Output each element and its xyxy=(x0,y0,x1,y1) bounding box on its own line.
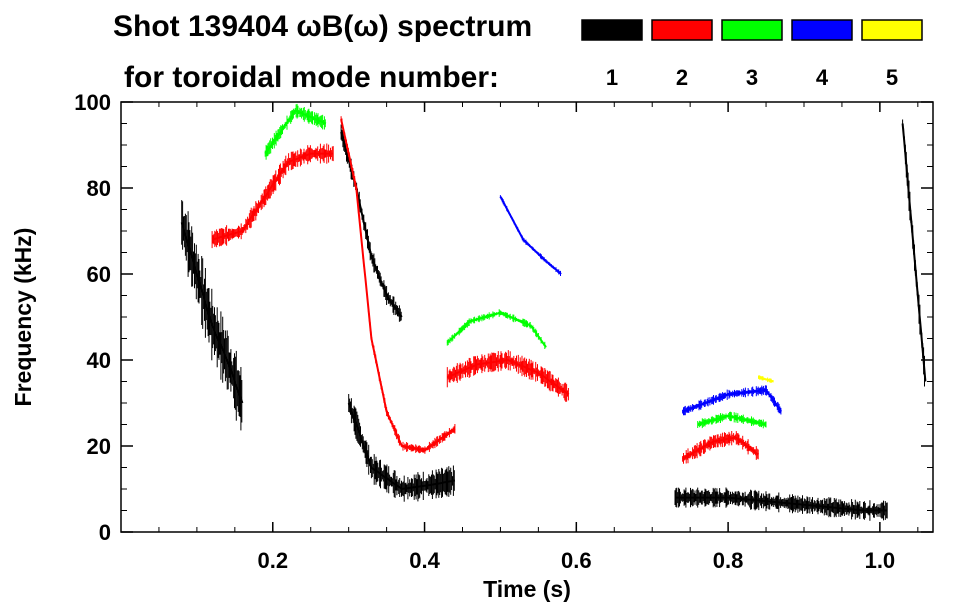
plot-frame xyxy=(120,101,934,533)
y-tick-label: 100 xyxy=(74,90,111,115)
series-n=3 xyxy=(264,103,767,429)
chart-title: Shot 139404 ωB(ω) spectrum for toroidal … xyxy=(113,10,532,94)
trace-line xyxy=(499,196,562,275)
axes: 0.2 0.4 0.6 0.8 1.0 0 20 40 60 80 100 xyxy=(74,90,933,573)
trace-n=3-0 xyxy=(264,103,327,160)
trace-n=1-3 xyxy=(674,487,888,521)
legend-swatch-mode-2 xyxy=(651,19,713,41)
trace-n=1-4 xyxy=(901,119,927,387)
legend-swatch-mode-3 xyxy=(721,19,783,41)
trace-n=1-1 xyxy=(347,394,456,502)
trace-n=1-0 xyxy=(180,200,244,431)
y-tick-label: 80 xyxy=(87,176,111,201)
plot-border xyxy=(120,101,934,533)
trace-n=2-0 xyxy=(211,143,334,249)
legend-label-mode-2: 2 xyxy=(676,65,688,90)
legend-swatch-mode-1 xyxy=(581,19,643,41)
x-tick-label: 0.4 xyxy=(409,548,440,573)
trace-n=4-1 xyxy=(682,385,783,416)
title-line-1: Shot 139404 ωB(ω) spectrum xyxy=(113,10,532,43)
x-axis-label: Time (s) xyxy=(483,576,571,602)
x-tick-label: 1.0 xyxy=(865,548,896,573)
trace-line xyxy=(211,152,334,241)
trace-n=2-1 xyxy=(340,116,456,454)
legend-label-mode-5: 5 xyxy=(886,65,898,90)
y-tick-label: 20 xyxy=(87,434,111,459)
spectrogram-marks xyxy=(180,103,927,521)
mode-legend: 1 2 3 4 5 xyxy=(581,19,923,90)
legend-label-mode-4: 4 xyxy=(816,65,829,90)
legend-swatch-mode-4 xyxy=(791,19,853,41)
series-n=4 xyxy=(499,195,783,416)
trace-n=2-2 xyxy=(446,350,570,402)
y-axis-label: Frequency (kHz) xyxy=(10,228,36,407)
legend-label-mode-1: 1 xyxy=(606,65,618,90)
legend-swatch-mode-5 xyxy=(861,19,923,41)
legend-label-mode-3: 3 xyxy=(746,65,758,90)
y-tick-label: 0 xyxy=(99,520,111,545)
series-n=5 xyxy=(758,375,774,383)
trace-n=2-3 xyxy=(682,431,760,464)
title-line-2: for toroidal mode number: xyxy=(124,61,499,94)
x-tick-label: 0.8 xyxy=(713,548,744,573)
trace-n=5-0 xyxy=(758,375,774,383)
series-n=1 xyxy=(180,119,927,521)
x-tick-label: 0.6 xyxy=(561,548,592,573)
trace-n=1-2 xyxy=(340,124,403,322)
x-tick-label: 0.2 xyxy=(257,548,288,573)
y-tick-label: 40 xyxy=(87,348,111,373)
trace-n=3-2 xyxy=(697,411,767,429)
y-tick-label: 60 xyxy=(87,262,111,287)
trace-n=4-0 xyxy=(499,195,562,276)
trace-line xyxy=(340,118,456,452)
trace-n=3-1 xyxy=(446,309,547,349)
series-n=2 xyxy=(211,116,760,464)
